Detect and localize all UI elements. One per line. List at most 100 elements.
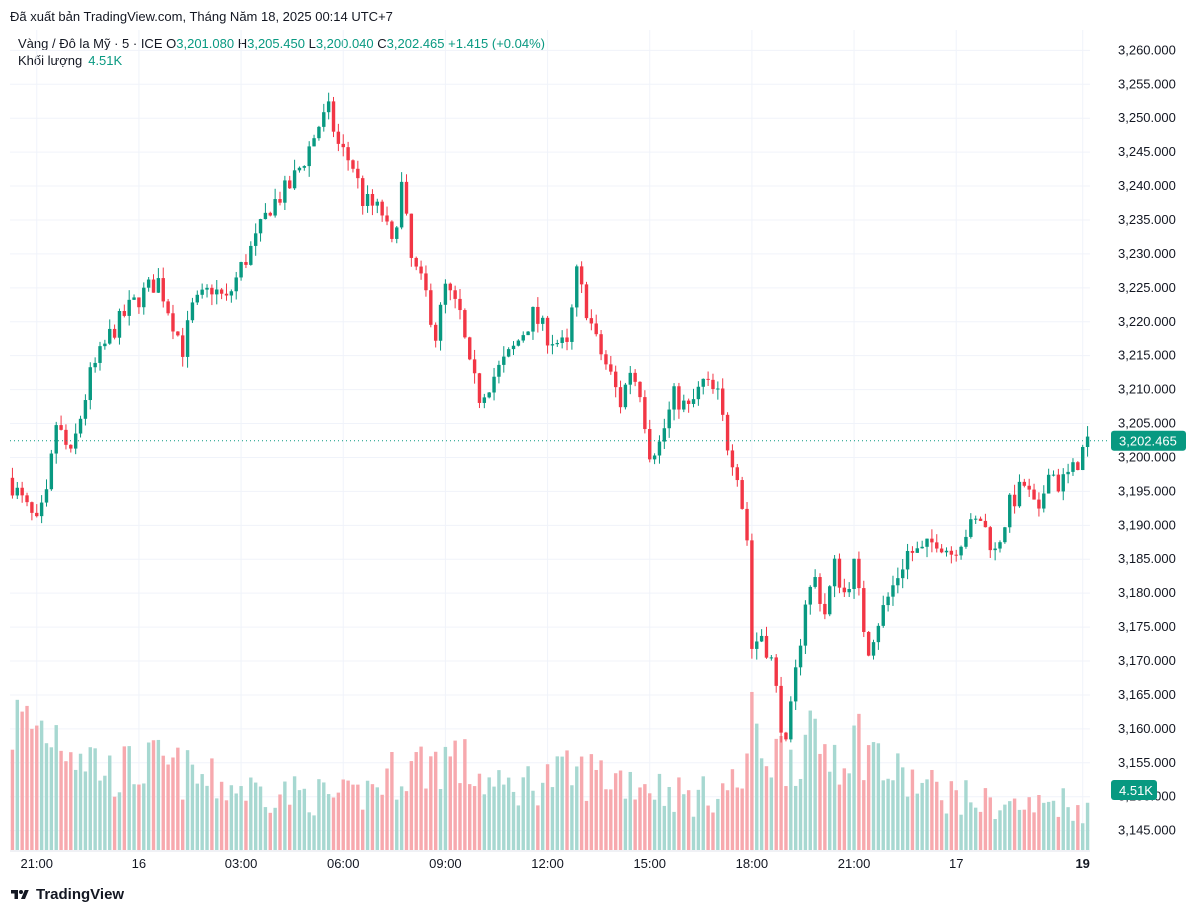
candle-body — [833, 559, 836, 587]
volume-bar — [288, 805, 291, 850]
candle-body — [1071, 462, 1074, 472]
candle-body — [230, 291, 233, 295]
candle-body — [419, 267, 422, 274]
volume-bar — [337, 793, 340, 850]
volume-bar — [857, 714, 860, 850]
candle-body — [98, 346, 101, 363]
volume-bar — [449, 756, 452, 850]
volume-bar — [366, 781, 369, 850]
candle-body — [667, 410, 670, 429]
candle-body — [259, 219, 262, 233]
candle-body — [1032, 490, 1035, 500]
candle-body — [677, 386, 680, 409]
volume-bar — [984, 788, 987, 850]
candle-body — [512, 346, 515, 349]
candle-body — [361, 178, 364, 206]
candle-body — [745, 509, 748, 540]
volume-bar — [327, 794, 330, 850]
volume-bar — [648, 793, 651, 850]
volume-bar — [356, 785, 359, 850]
volume-bar — [346, 781, 349, 850]
volume-bar — [993, 819, 996, 850]
candle-body — [638, 382, 641, 397]
candle-body — [453, 290, 456, 299]
candle-body — [556, 343, 559, 344]
volume-bar — [920, 783, 923, 850]
volume-bar — [945, 814, 948, 850]
volume-bar — [799, 779, 802, 850]
candle-body — [118, 311, 121, 338]
volume-bar — [843, 768, 846, 850]
candle-body — [702, 379, 705, 387]
volume-bar — [405, 791, 408, 850]
volume-bar — [196, 784, 199, 850]
candle-body — [867, 632, 870, 656]
volume-bar — [487, 777, 490, 850]
volume-bar — [614, 773, 617, 850]
candle-body — [205, 288, 208, 290]
volume-bar — [1081, 823, 1084, 850]
price-chart[interactable]: 3,145.0003,150.0003,155.0003,160.0003,16… — [0, 0, 1200, 913]
candle-body — [862, 588, 865, 632]
time-axis[interactable]: 21:00 16 03:00 06:00 09:00 12:00 15:00 18:00 21:… — [10, 851, 1090, 871]
volume-bar — [142, 783, 145, 850]
volume-bar — [677, 777, 680, 850]
candle-body — [200, 290, 203, 295]
volume-bar — [833, 745, 836, 850]
candle-body — [444, 284, 447, 305]
tradingview-logo[interactable]: TradingView — [10, 886, 124, 903]
volume-bar — [473, 786, 476, 850]
volume-bar — [672, 812, 675, 850]
volume-bar — [692, 817, 695, 850]
candle-body — [852, 559, 855, 589]
candle-body — [872, 642, 875, 656]
volume-bars — [11, 692, 1090, 850]
x-tick-label: 12:00 — [531, 856, 564, 871]
candle-body — [575, 266, 578, 307]
candle-body — [171, 313, 174, 331]
candle-body — [337, 132, 340, 144]
candle-body — [385, 215, 388, 221]
candle-body — [449, 284, 452, 291]
volume-bar — [171, 757, 174, 850]
volume-bar — [755, 724, 758, 850]
volume-bar — [658, 774, 661, 850]
volume-bar — [371, 784, 374, 850]
volume-bar — [84, 771, 87, 850]
volume-bar — [667, 787, 670, 850]
candle-body — [332, 101, 335, 131]
volume-bar — [1023, 810, 1026, 850]
volume-bar — [69, 752, 72, 850]
candle-body — [458, 299, 461, 310]
y-tick-label: 3,245.000 — [1118, 144, 1176, 159]
volume-bar — [176, 748, 179, 850]
volume-bar — [40, 721, 43, 850]
last-price-tag: 3,202.465 — [1111, 431, 1186, 451]
candle-body — [765, 636, 768, 658]
candle-body — [186, 320, 189, 357]
volume-bar — [702, 776, 705, 850]
candle-body — [424, 273, 427, 290]
x-tick-label: 15:00 — [633, 856, 666, 871]
candle-body — [813, 577, 816, 587]
candle-body — [984, 521, 987, 527]
candle-body — [127, 300, 130, 316]
volume-bar — [969, 802, 972, 850]
candle-body — [804, 605, 807, 646]
volume-bar — [98, 781, 101, 850]
candle-body — [979, 519, 982, 521]
volume-bar — [740, 789, 743, 850]
volume-bar — [1057, 817, 1060, 850]
candle-body — [629, 373, 632, 385]
candle-body — [434, 325, 437, 341]
candle-body — [288, 180, 291, 188]
volume-bar — [1027, 797, 1030, 850]
volume-bar — [955, 790, 958, 850]
volume-bar — [424, 789, 427, 850]
y-tick-label: 3,235.000 — [1118, 212, 1176, 227]
volume-bar — [736, 787, 739, 850]
volume-bar — [220, 782, 223, 850]
volume-bar — [497, 770, 500, 850]
candle-body — [517, 341, 520, 346]
volume-bar — [1076, 805, 1079, 850]
